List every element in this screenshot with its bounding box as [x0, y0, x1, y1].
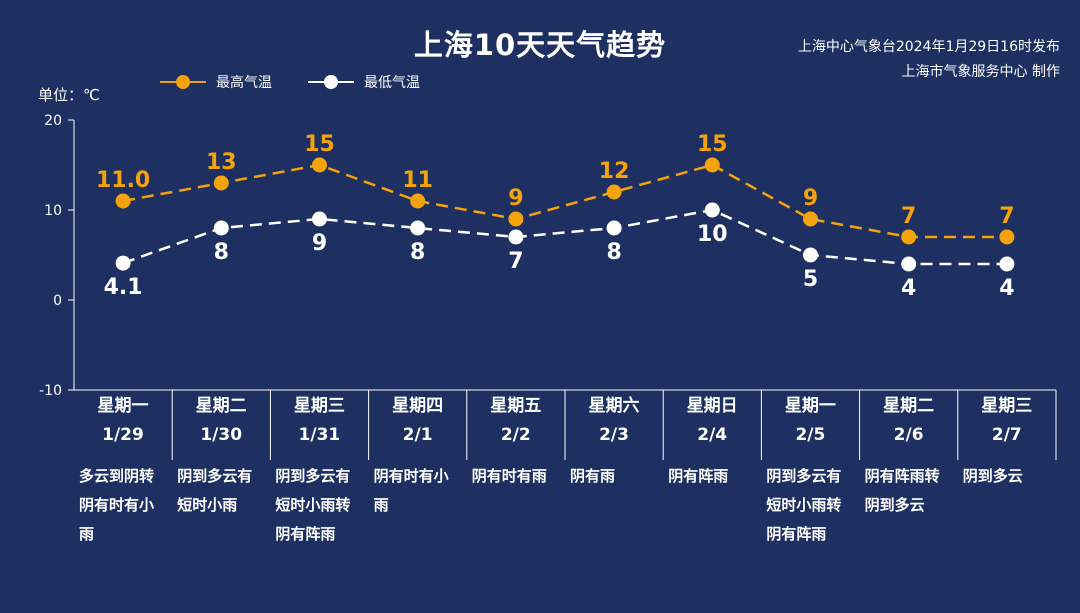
- legend-item-low: 最低气温: [308, 72, 420, 92]
- weekday-label: 星期三: [981, 396, 1033, 416]
- data-point-high: [508, 211, 524, 227]
- day-cell: 星期三 1/31: [270, 392, 368, 450]
- weekday-label: 星期二: [195, 396, 247, 416]
- data-label-low: 10: [697, 222, 728, 247]
- weather-description: 阴有时有雨: [471, 467, 547, 485]
- weather-description: 阴到多云有短时小雨: [177, 467, 253, 514]
- page-title: 上海10天天气趋势: [413, 28, 667, 62]
- weather-description: 阴有时有小雨: [373, 467, 449, 514]
- y-tick-label: 20: [44, 113, 62, 129]
- data-label-low: 4: [999, 276, 1014, 301]
- data-label-low: 7: [508, 249, 523, 274]
- data-point-low: [999, 256, 1015, 272]
- issuer-line-1: 上海中心气象台2024年1月29日16时发布: [797, 39, 1060, 55]
- day-cell: 星期一 1/29: [74, 392, 172, 450]
- data-label-high: 11: [402, 168, 433, 193]
- data-label-low: 4: [901, 276, 916, 301]
- day-cell: 星期二 1/30: [172, 392, 270, 450]
- data-label-high: 9: [508, 186, 523, 211]
- day-cell: 星期日 2/4: [663, 392, 761, 450]
- data-label-low: 8: [606, 240, 621, 265]
- weekday-label: 星期二: [883, 396, 935, 416]
- date-label: 2/1: [402, 425, 433, 445]
- data-point-low: [901, 256, 917, 272]
- y-tick-label: 0: [53, 293, 62, 309]
- day-cell: 星期六 2/3: [565, 392, 663, 450]
- weekday-label: 星期一: [784, 396, 836, 416]
- data-label-high: 15: [304, 132, 335, 157]
- date-label: 1/30: [200, 425, 243, 445]
- data-label-low: 5: [803, 267, 818, 292]
- data-label-high: 15: [697, 132, 728, 157]
- weekday-label: 星期三: [293, 396, 345, 416]
- weather-description: 阴有雨: [570, 467, 616, 485]
- date-label: 2/5: [795, 425, 826, 445]
- data-point-low: [508, 229, 524, 245]
- legend-label-high: 最高气温: [216, 75, 272, 91]
- data-label-low: 8: [214, 240, 229, 265]
- date-label: 1/29: [102, 425, 144, 445]
- data-point-high: [606, 184, 622, 200]
- data-point-high: [213, 175, 229, 191]
- weather-description: 阴到多云有短时小雨转阴有阵雨: [275, 467, 351, 543]
- weekday-label: 星期五: [490, 396, 542, 416]
- date-label: 2/7: [991, 425, 1022, 445]
- series-line-high: [122, 163, 1007, 239]
- data-label-high: 7: [999, 204, 1014, 229]
- data-label-low: 9: [312, 231, 327, 256]
- data-point-low: [115, 255, 131, 271]
- weather-description: 阴到多云有短时小雨转阴有阵雨: [766, 467, 842, 543]
- data-point-high: [115, 193, 131, 209]
- issuer-info: 上海中心气象台2024年1月29日16时发布 上海市气象服务中心 制作: [798, 35, 1060, 85]
- weather-description: 阴到多云: [962, 467, 1023, 485]
- series-line-low: [122, 208, 1007, 266]
- weekday-label: 星期四: [392, 396, 444, 416]
- data-point-high: [704, 157, 720, 173]
- unit-label: 单位：℃: [38, 86, 100, 104]
- weekday-label: 星期六: [588, 396, 640, 416]
- date-label: 2/3: [599, 425, 629, 445]
- weather-description: 阴有阵雨: [668, 467, 729, 485]
- legend-swatch-low: [308, 72, 354, 92]
- weather-description: 阴有阵雨转阴到多云: [864, 467, 940, 514]
- data-label-high: 9: [803, 186, 818, 211]
- data-point-low: [803, 247, 818, 263]
- data-point-low: [312, 211, 327, 227]
- day-cell: 星期三 2/7: [958, 392, 1056, 450]
- date-label: 2/4: [697, 425, 728, 445]
- legend-swatch-high: [160, 72, 206, 92]
- data-label-high: 11.0: [96, 168, 150, 193]
- data-point-low: [704, 202, 720, 218]
- data-point-high: [410, 193, 426, 209]
- weekday-label: 星期日: [686, 396, 738, 416]
- data-point-high: [803, 211, 818, 227]
- issuer-line-2: 上海市气象服务中心 制作: [901, 64, 1060, 80]
- data-point-low: [410, 220, 426, 236]
- day-cell: 星期四 2/1: [369, 392, 467, 450]
- data-label-high: 7: [901, 204, 916, 229]
- date-label: 2/6: [893, 425, 924, 445]
- data-label-high: 13: [206, 150, 237, 175]
- data-point-low: [213, 220, 229, 236]
- data-point-high: [312, 157, 327, 173]
- day-cell: 星期二 2/6: [860, 392, 958, 450]
- y-tick-label: -10: [39, 383, 62, 399]
- legend-label-low: 最低气温: [364, 75, 420, 91]
- data-label-high: 12: [599, 159, 630, 184]
- data-label-low: 8: [410, 240, 425, 265]
- weather-description: 多云到阴转阴有时有小雨: [79, 467, 155, 543]
- date-label: 2/2: [500, 425, 531, 445]
- y-tick-label: 10: [44, 203, 62, 219]
- legend: 最高气温 最低气温: [160, 71, 456, 93]
- date-label: 1/31: [298, 425, 341, 445]
- day-cell: 星期一 2/5: [761, 392, 859, 450]
- data-point-low: [606, 220, 622, 236]
- data-point-high: [999, 229, 1015, 245]
- weekday-label: 星期一: [97, 396, 149, 416]
- day-cell: 星期五 2/2: [467, 392, 565, 450]
- data-label-low: 4.1: [104, 275, 143, 300]
- data-point-high: [901, 229, 917, 245]
- legend-item-high: 最高气温: [160, 72, 272, 92]
